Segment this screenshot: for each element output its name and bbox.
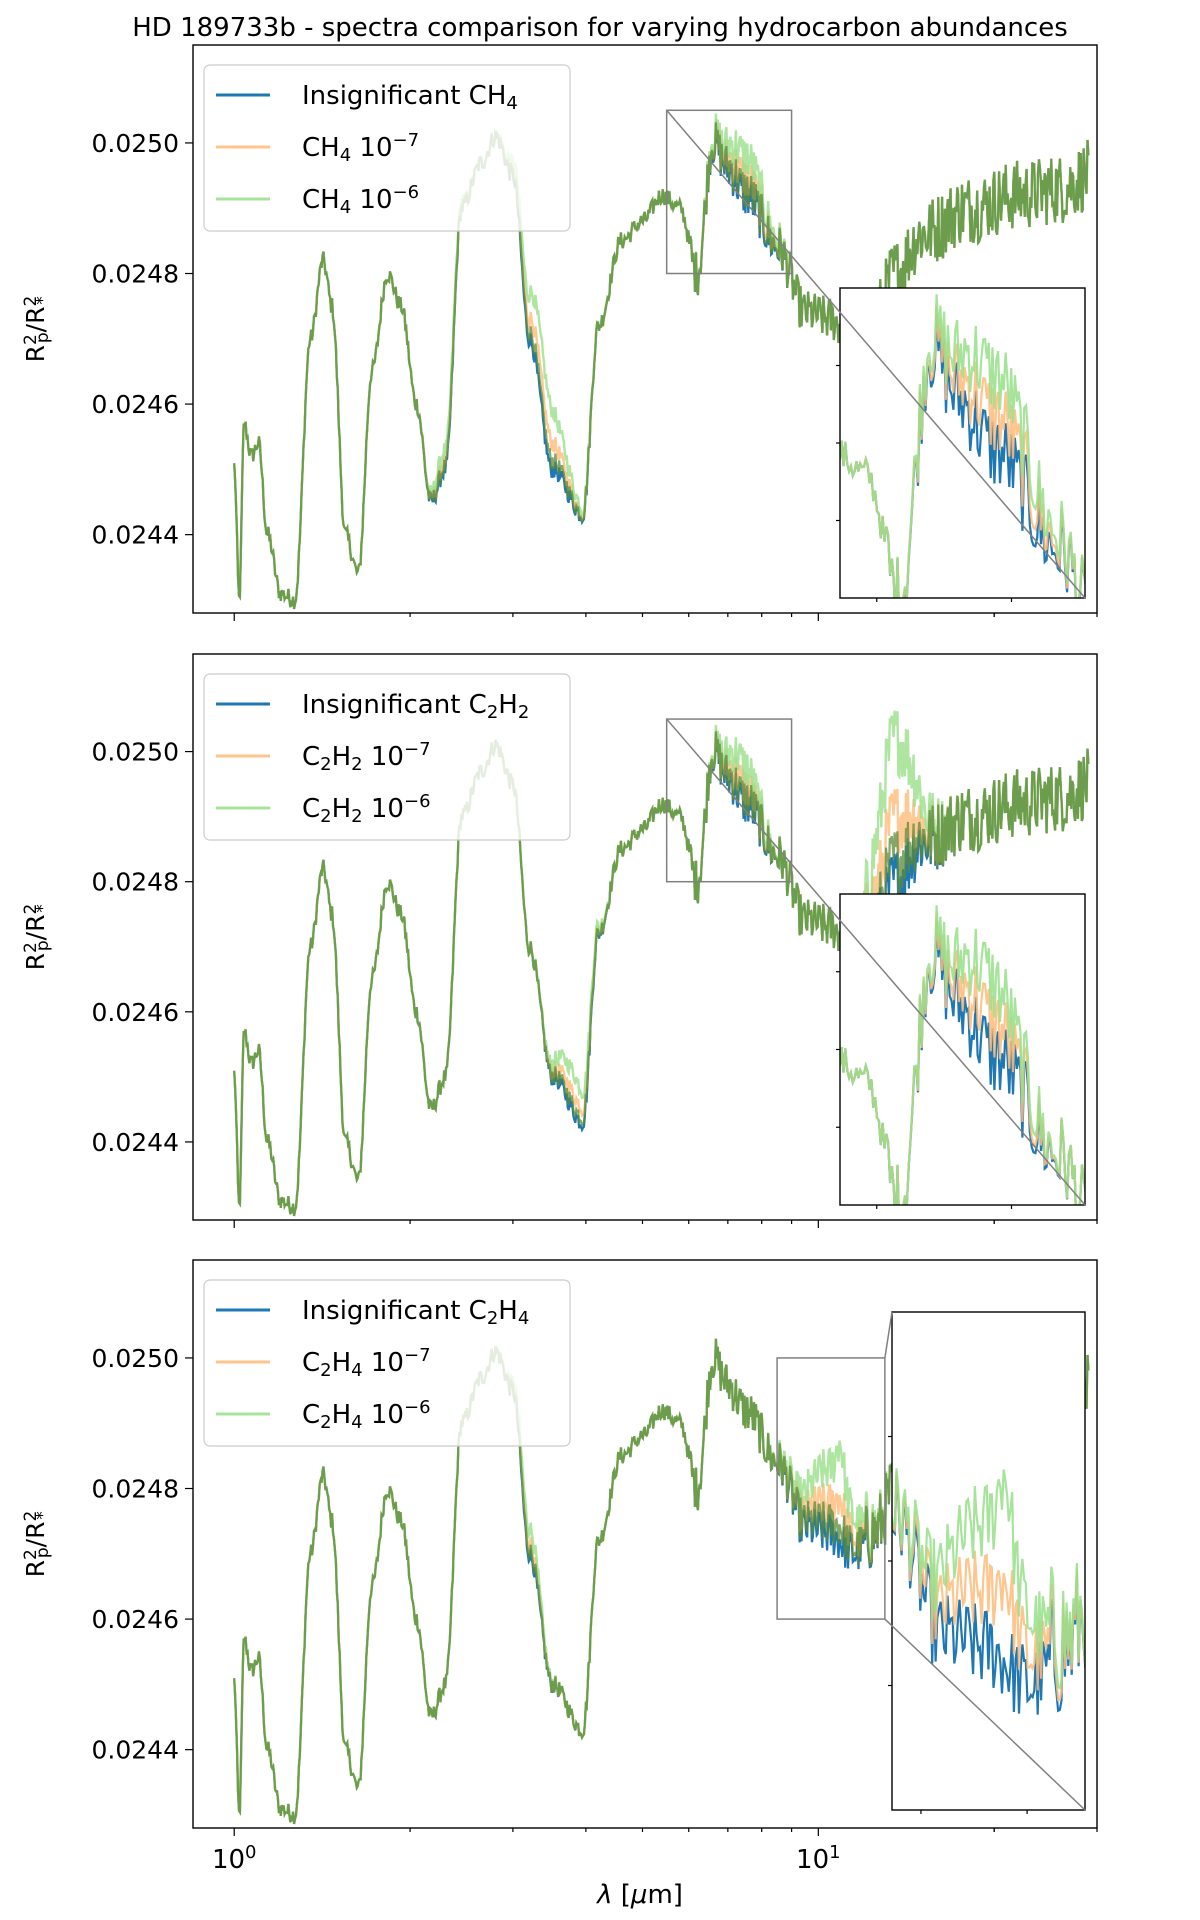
zoom-region <box>665 109 793 275</box>
zoom-region <box>776 1357 886 1620</box>
legend-box <box>203 673 571 841</box>
zoom-region <box>665 718 793 883</box>
zoom-connector <box>884 1618 1086 1811</box>
zoom-connector <box>666 718 1086 1206</box>
legend: Insignificant C2H2 C2H2 10−7 C2H2 10−6 <box>203 673 571 841</box>
zoom-connector <box>666 109 1086 599</box>
y-tick-label: 0.0246 <box>92 998 179 1027</box>
inset-series-line-2 <box>892 1472 1085 1702</box>
y-tick-label: 0.0246 <box>92 390 179 419</box>
legend-label: C2H4 10−6 <box>302 1397 431 1432</box>
x-tick-label: 100 <box>212 1842 257 1875</box>
inset-series-line-3 <box>840 294 1085 598</box>
legend-box <box>203 1279 571 1447</box>
inset-axes <box>836 287 1086 602</box>
y-tick-label: 0.0250 <box>92 738 179 767</box>
x-axis-label: λ [μm] <box>595 1880 683 1910</box>
legend: Insignificant CH4 CH4 10−7 CH4 10−6 <box>203 64 571 232</box>
axes-frame <box>192 1259 1098 1829</box>
legend: Insignificant C2H4 C2H4 10−7 C2H4 10−6 <box>203 1279 571 1447</box>
figure-title: HD 189733b - spectra comparison for vary… <box>132 13 1068 43</box>
legend-label: Insignificant CH4 <box>302 81 518 114</box>
panel-3: 0.0244 0.0246 0.0248 0.0250 R2p/R2* Insignifi… <box>21 1259 1098 1875</box>
panels: 0.0244 0.0246 0.0248 0.0250 R2p/R2* Insignifi… <box>21 44 1098 1875</box>
series-lines <box>233 710 1090 1217</box>
y-tick-label: 0.0244 <box>92 1736 179 1765</box>
inset-axes <box>888 1311 1086 1814</box>
legend-label: C2H2 10−6 <box>302 791 431 826</box>
legend-label: C2H4 10−7 <box>302 1345 431 1380</box>
y-axis-label: R2p/R2* <box>21 296 53 363</box>
y-tick-label: 0.0250 <box>92 1344 179 1373</box>
y-tick-label: 0.0244 <box>92 521 179 550</box>
inset-series-line-3 <box>892 1468 1085 1690</box>
series-lines <box>233 113 1090 610</box>
y-tick-label: 0.0246 <box>92 1605 179 1634</box>
overlap-line <box>233 122 1090 610</box>
axes-frame <box>192 44 1098 614</box>
legend-label: CH4 10−7 <box>302 130 419 165</box>
inset-series-line-1 <box>892 1475 1085 1715</box>
y-tick-label: 0.0250 <box>92 129 179 158</box>
legend-label: C2H2 10−7 <box>302 739 431 774</box>
y-tick-label: 0.0244 <box>92 1128 179 1157</box>
inset-series-line-3 <box>840 905 1085 1205</box>
panel-2: 0.0244 0.0246 0.0248 0.0250 R2p/R2* Insignifi… <box>21 653 1098 1228</box>
overlap-line <box>233 731 1090 1217</box>
y-tick-label: 0.0248 <box>92 260 179 289</box>
legend-label: CH4 10−6 <box>302 182 419 217</box>
inset-axes <box>836 893 1086 1209</box>
y-tick-label: 0.0248 <box>92 1475 179 1504</box>
y-tick-label: 0.0248 <box>92 868 179 897</box>
legend-label: Insignificant C2H4 <box>302 1296 529 1329</box>
y-axis-label: R2p/R2* <box>21 1511 53 1578</box>
zoom-connector <box>884 1311 893 1359</box>
panel-1: 0.0244 0.0246 0.0248 0.0250 R2p/R2* Insignifi… <box>21 44 1098 621</box>
legend-box <box>203 64 571 232</box>
axes-frame <box>192 653 1098 1221</box>
x-tick-label: 101 <box>796 1842 841 1875</box>
y-axis-label: R2p/R2* <box>21 904 53 971</box>
legend-label: Insignificant C2H2 <box>302 690 529 723</box>
